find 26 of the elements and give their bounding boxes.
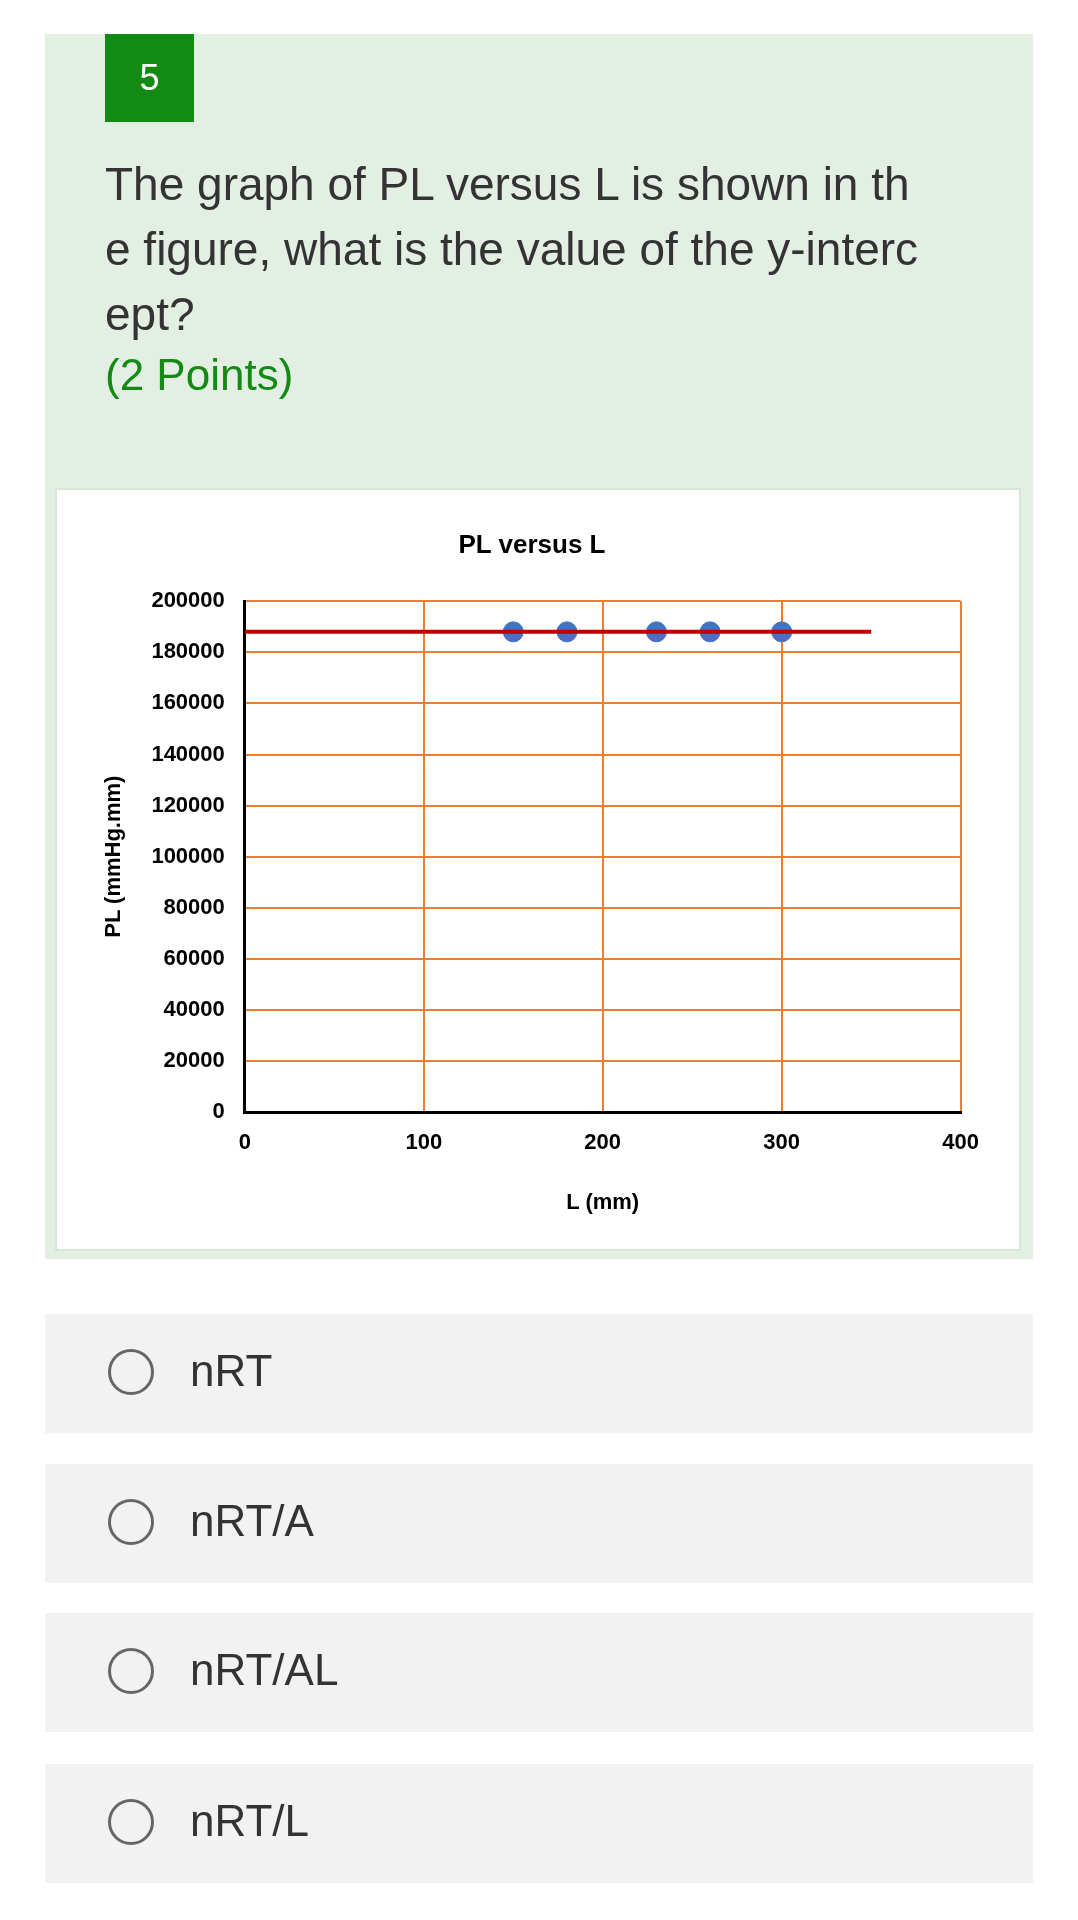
x-tick-label: 400	[942, 1129, 980, 1155]
x-tick-label: 100	[405, 1129, 443, 1155]
x-axis-title: L (mm)	[566, 1188, 640, 1214]
x-tick-label: 200	[584, 1129, 622, 1155]
y-tick-label: 160000	[151, 689, 225, 715]
chart-title: PL versus L	[458, 528, 606, 559]
y-tick-label: 20000	[163, 1047, 225, 1073]
y-axis-title: PL (mmHg.mm)	[100, 775, 126, 938]
text: (2 Points)	[105, 350, 294, 400]
text: nRT/L	[190, 1796, 310, 1846]
text: nRT/AL	[190, 1645, 339, 1695]
y-tick-label: 140000	[151, 740, 225, 766]
y-tick-label: 180000	[151, 638, 225, 664]
y-tick-label: 120000	[151, 791, 225, 817]
text: nRT/A	[190, 1496, 314, 1546]
y-tick-label: 0	[212, 1098, 225, 1124]
y-tick-label: 200000	[151, 587, 225, 613]
text: The graph of PL versus L is shown in the figure, what is the value of the y-intercept?	[105, 157, 920, 342]
x-tick-label: 0	[238, 1129, 251, 1155]
x-tick-label: 300	[763, 1129, 801, 1155]
y-tick-label: 60000	[163, 944, 225, 970]
text: 5	[105, 34, 194, 122]
y-tick-label: 40000	[163, 996, 225, 1022]
text: nRT	[190, 1346, 273, 1396]
y-tick-label: 100000	[151, 842, 225, 868]
y-tick-label: 80000	[163, 893, 225, 919]
